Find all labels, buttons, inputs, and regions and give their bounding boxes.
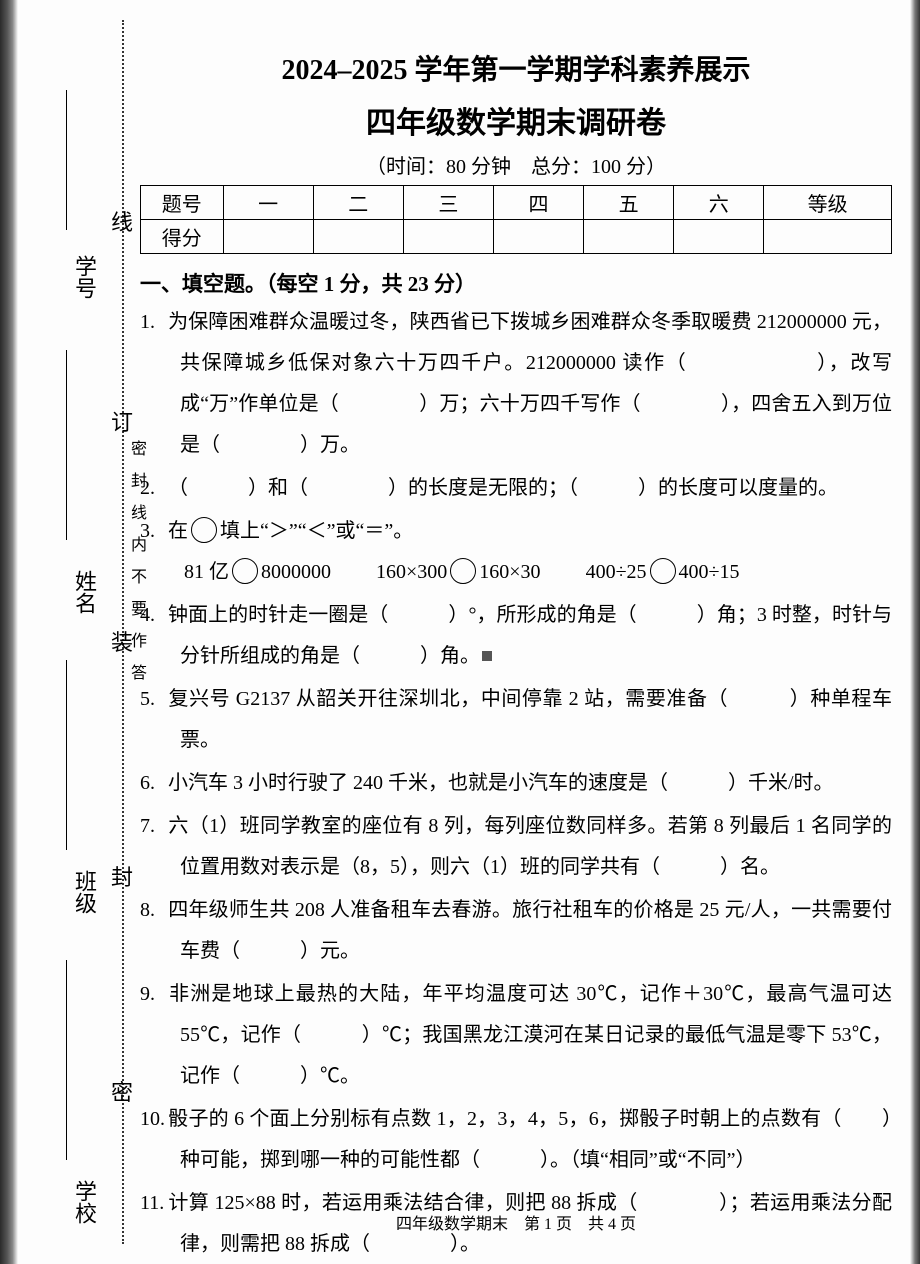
th-0: 题号 bbox=[141, 186, 224, 220]
score-cell-6 bbox=[674, 220, 764, 254]
scan-shadow-right bbox=[910, 0, 920, 1264]
blank-xuehao bbox=[66, 90, 67, 230]
q3-f: 400÷15 bbox=[679, 561, 740, 583]
scan-shadow-left bbox=[0, 0, 18, 1264]
q2: 2.（ ）和（ ）的长度是无限的；（ ）的长度可以度量的。 bbox=[140, 468, 892, 509]
score-value-row: 得分 bbox=[141, 220, 892, 254]
score-cell-5 bbox=[584, 220, 674, 254]
footnote-marker-icon bbox=[482, 651, 492, 661]
exam-meta: （时间：80 分钟 总分：100 分） bbox=[140, 150, 892, 179]
score-header-row: 题号 一 二 三 四 五 六 等级 bbox=[141, 186, 892, 220]
field-xingming: 姓名 bbox=[40, 570, 100, 614]
section-1-heading: 一、填空题。（每空 1 分，共 23 分） bbox=[140, 268, 892, 298]
q3-b: 8000000 bbox=[261, 561, 331, 583]
th-4: 四 bbox=[493, 186, 583, 220]
th-3: 三 bbox=[403, 186, 493, 220]
score-cell-4 bbox=[493, 220, 583, 254]
binding-char-ding: 订 bbox=[110, 405, 134, 437]
title-line-2: 四年级数学期末调研卷 bbox=[140, 98, 892, 142]
q5-text: 复兴号 G2137 从韶关开往深圳北，中间停靠 2 站，需要准备（ ）种单程车票… bbox=[168, 688, 892, 751]
q3-lead: 在 bbox=[168, 520, 188, 542]
blank-banji bbox=[66, 660, 67, 850]
score-cell-2 bbox=[313, 220, 403, 254]
q3-e: 400÷25 bbox=[586, 561, 647, 583]
field-xuehao: 学号 bbox=[40, 255, 100, 299]
score-cell-1 bbox=[223, 220, 313, 254]
binding-char-feng: 封 bbox=[110, 860, 134, 892]
q6-text: 小汽车 3 小时行驶了 240 千米，也就是小汽车的速度是（ ）千米/时。 bbox=[168, 772, 834, 794]
q9-text: 非洲是地球上最热的大陆，年平均温度可达 30℃，记作＋30℃，最高气温可达 55… bbox=[168, 983, 892, 1087]
th-2: 二 bbox=[313, 186, 403, 220]
binding-instruction: 密 封 线 内 不 要 作 答 bbox=[128, 440, 144, 686]
circle-icon bbox=[232, 558, 258, 584]
th-6: 六 bbox=[674, 186, 764, 220]
q4-text: 钟面上的时针走一圈是（ ）°，所形成的角是（ ）角；3 时整，时针与分针所组成的… bbox=[168, 604, 892, 667]
q1: 1.为保障困难群众温暖过冬，陕西省已下拨城乡困难群众冬季取暖费 21200000… bbox=[140, 302, 892, 466]
field-xuexiao: 学校 bbox=[40, 1180, 100, 1224]
q3-d: 160×30 bbox=[479, 561, 540, 583]
q8-text: 四年级师生共 208 人准备租车去春游。旅行社租车的价格是 25 元/人，一共需… bbox=[168, 899, 892, 962]
question-list: 1.为保障困难群众温暖过冬，陕西省已下拨城乡困难群众冬季取暖费 21200000… bbox=[140, 302, 892, 1264]
q6: 6.小汽车 3 小时行驶了 240 千米，也就是小汽车的速度是（ ）千米/时。 bbox=[140, 763, 892, 804]
q9: 9.非洲是地球上最热的大陆，年平均温度可达 30℃，记作＋30℃，最高气温可达 … bbox=[140, 974, 892, 1097]
q8: 8.四年级师生共 208 人准备租车去春游。旅行社租车的价格是 25 元/人，一… bbox=[140, 890, 892, 972]
title-line-1: 2024–2025 学年第一学期学科素养展示 bbox=[140, 48, 892, 88]
score-cell-3 bbox=[403, 220, 493, 254]
th-7: 等级 bbox=[764, 186, 892, 220]
page-footer: 四年级数学期末 第 1 页 共 4 页 bbox=[140, 1210, 892, 1234]
q7-text: 六（1）班同学教室的座位有 8 列，每列座位数同样多。若第 8 列最后 1 名同… bbox=[168, 815, 892, 878]
binding-char-xian: 线 bbox=[110, 205, 134, 237]
row2-label: 得分 bbox=[141, 220, 224, 254]
q7: 7.六（1）班同学教室的座位有 8 列，每列座位数同样多。若第 8 列最后 1 … bbox=[140, 806, 892, 888]
field-banji: 班级 bbox=[40, 870, 100, 914]
q10: 10.骰子的 6 个面上分别标有点数 1，2，3，4，5，6，掷骰子时朝上的点数… bbox=[140, 1099, 892, 1181]
exam-page: 线 订 装 封 密 密 封 线 内 不 要 作 答 学号 姓名 班级 学校 20… bbox=[0, 0, 920, 1264]
score-cell-7 bbox=[764, 220, 892, 254]
binding-margin: 线 订 装 封 密 密 封 线 内 不 要 作 答 学号 姓名 班级 学校 bbox=[22, 0, 132, 1264]
q3: 3.在填上“＞”“＜”或“＝”。 81 亿8000000 160×300160×… bbox=[140, 511, 892, 593]
q3-c: 160×300 bbox=[376, 561, 447, 583]
q10-text: 骰子的 6 个面上分别标有点数 1，2，3，4，5，6，掷骰子时朝上的点数有（ … bbox=[168, 1108, 892, 1171]
q5: 5.复兴号 G2137 从韶关开往深圳北，中间停靠 2 站，需要准备（ ）种单程… bbox=[140, 679, 892, 761]
q1-text: 为保障困难群众温暖过冬，陕西省已下拨城乡困难群众冬季取暖费 212000000 … bbox=[168, 311, 892, 456]
blank-xuexiao bbox=[66, 960, 67, 1160]
q2-text: （ ）和（ ）的长度是无限的；（ ）的长度可以度量的。 bbox=[168, 477, 838, 499]
q4: 4.钟面上的时针走一圈是（ ）°，所形成的角是（ ）角；3 时整，时针与分针所组… bbox=[140, 595, 892, 677]
q3-a: 81 亿 bbox=[184, 561, 229, 583]
circle-icon bbox=[191, 517, 217, 543]
blank-xingming bbox=[66, 350, 67, 540]
th-1: 一 bbox=[223, 186, 313, 220]
content-area: 2024–2025 学年第一学期学科素养展示 四年级数学期末调研卷 （时间：80… bbox=[140, 38, 892, 1244]
q3-mid: 填上“＞”“＜”或“＝”。 bbox=[220, 520, 413, 542]
binding-char-mi: 密 bbox=[110, 1075, 134, 1107]
score-table: 题号 一 二 三 四 五 六 等级 得分 bbox=[140, 185, 892, 254]
th-5: 五 bbox=[584, 186, 674, 220]
circle-icon bbox=[450, 558, 476, 584]
circle-icon bbox=[650, 558, 676, 584]
